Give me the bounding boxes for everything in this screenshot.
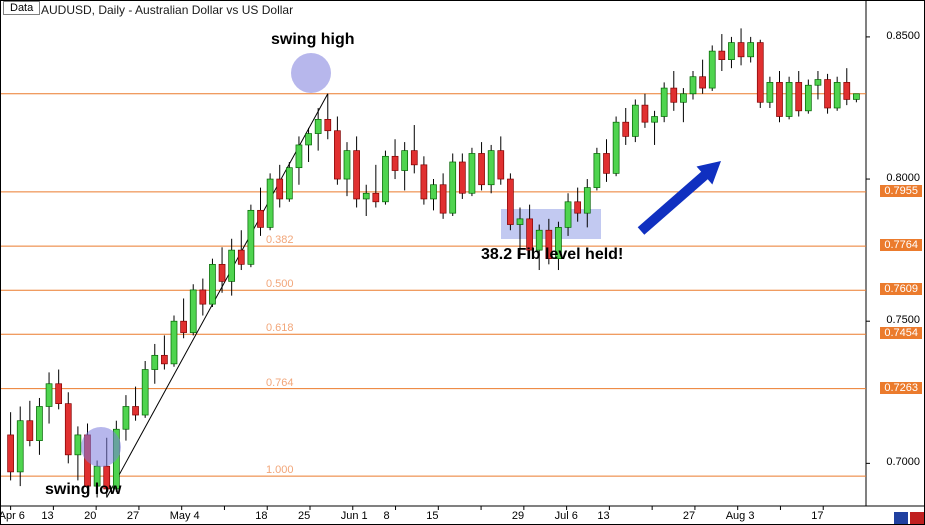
x-tick-label: 25 (298, 510, 310, 522)
x-tick-label: Jun 1 (341, 510, 368, 522)
x-tick-label: 15 (426, 510, 438, 522)
x-tick-label: 17 (811, 510, 823, 522)
fib-price-tag: 0.7955 (880, 185, 922, 197)
chart-title: AUDUSD, Daily - Australian Dollar vs US … (41, 3, 293, 17)
x-tick-label: 27 (683, 510, 695, 522)
icon-a (894, 512, 908, 524)
swing-low-label: swing low (45, 481, 121, 499)
fib-ratio-label: 0.500 (266, 278, 294, 290)
data-tab[interactable]: Data (3, 1, 40, 15)
chart-plot[interactable] (1, 1, 924, 524)
icon-b (910, 512, 924, 524)
fib-price-tag: 0.7764 (880, 239, 922, 251)
fib-ratio-label: 1.000 (266, 464, 294, 476)
x-tick-label: 13 (41, 510, 53, 522)
swing-high-label: swing high (271, 31, 355, 49)
x-tick-label: Aug 3 (726, 510, 755, 522)
x-tick-label: Apr 6 (0, 510, 25, 522)
y-tick-label: 0.8000 (886, 172, 920, 184)
y-tick-label: 0.7500 (886, 314, 920, 326)
x-tick-label: May 4 (170, 510, 200, 522)
fib-price-tag: 0.7263 (880, 382, 922, 394)
x-tick-label: 20 (84, 510, 96, 522)
fib-price-tag: 0.7454 (880, 327, 922, 339)
x-tick-label: Jul 6 (555, 510, 578, 522)
x-tick-label: 18 (255, 510, 267, 522)
x-tick-label: 29 (512, 510, 524, 522)
fib-price-tag: 0.7609 (880, 283, 922, 295)
fib-ratio-label: 0.764 (266, 377, 294, 389)
y-tick-label: 0.8500 (886, 30, 920, 42)
fib-ratio-label: 0.618 (266, 322, 294, 334)
x-tick-label: 13 (597, 510, 609, 522)
y-tick-label: 0.7000 (886, 456, 920, 468)
x-tick-label: 8 (384, 510, 390, 522)
fib-ratio-label: 0.382 (266, 234, 294, 246)
chart-container: Data AUDUSD, Daily - Australian Dollar v… (0, 0, 925, 525)
x-tick-label: 27 (127, 510, 139, 522)
fib-held-label: 38.2 Fib level held! (481, 246, 623, 264)
corner-icons (892, 512, 924, 524)
